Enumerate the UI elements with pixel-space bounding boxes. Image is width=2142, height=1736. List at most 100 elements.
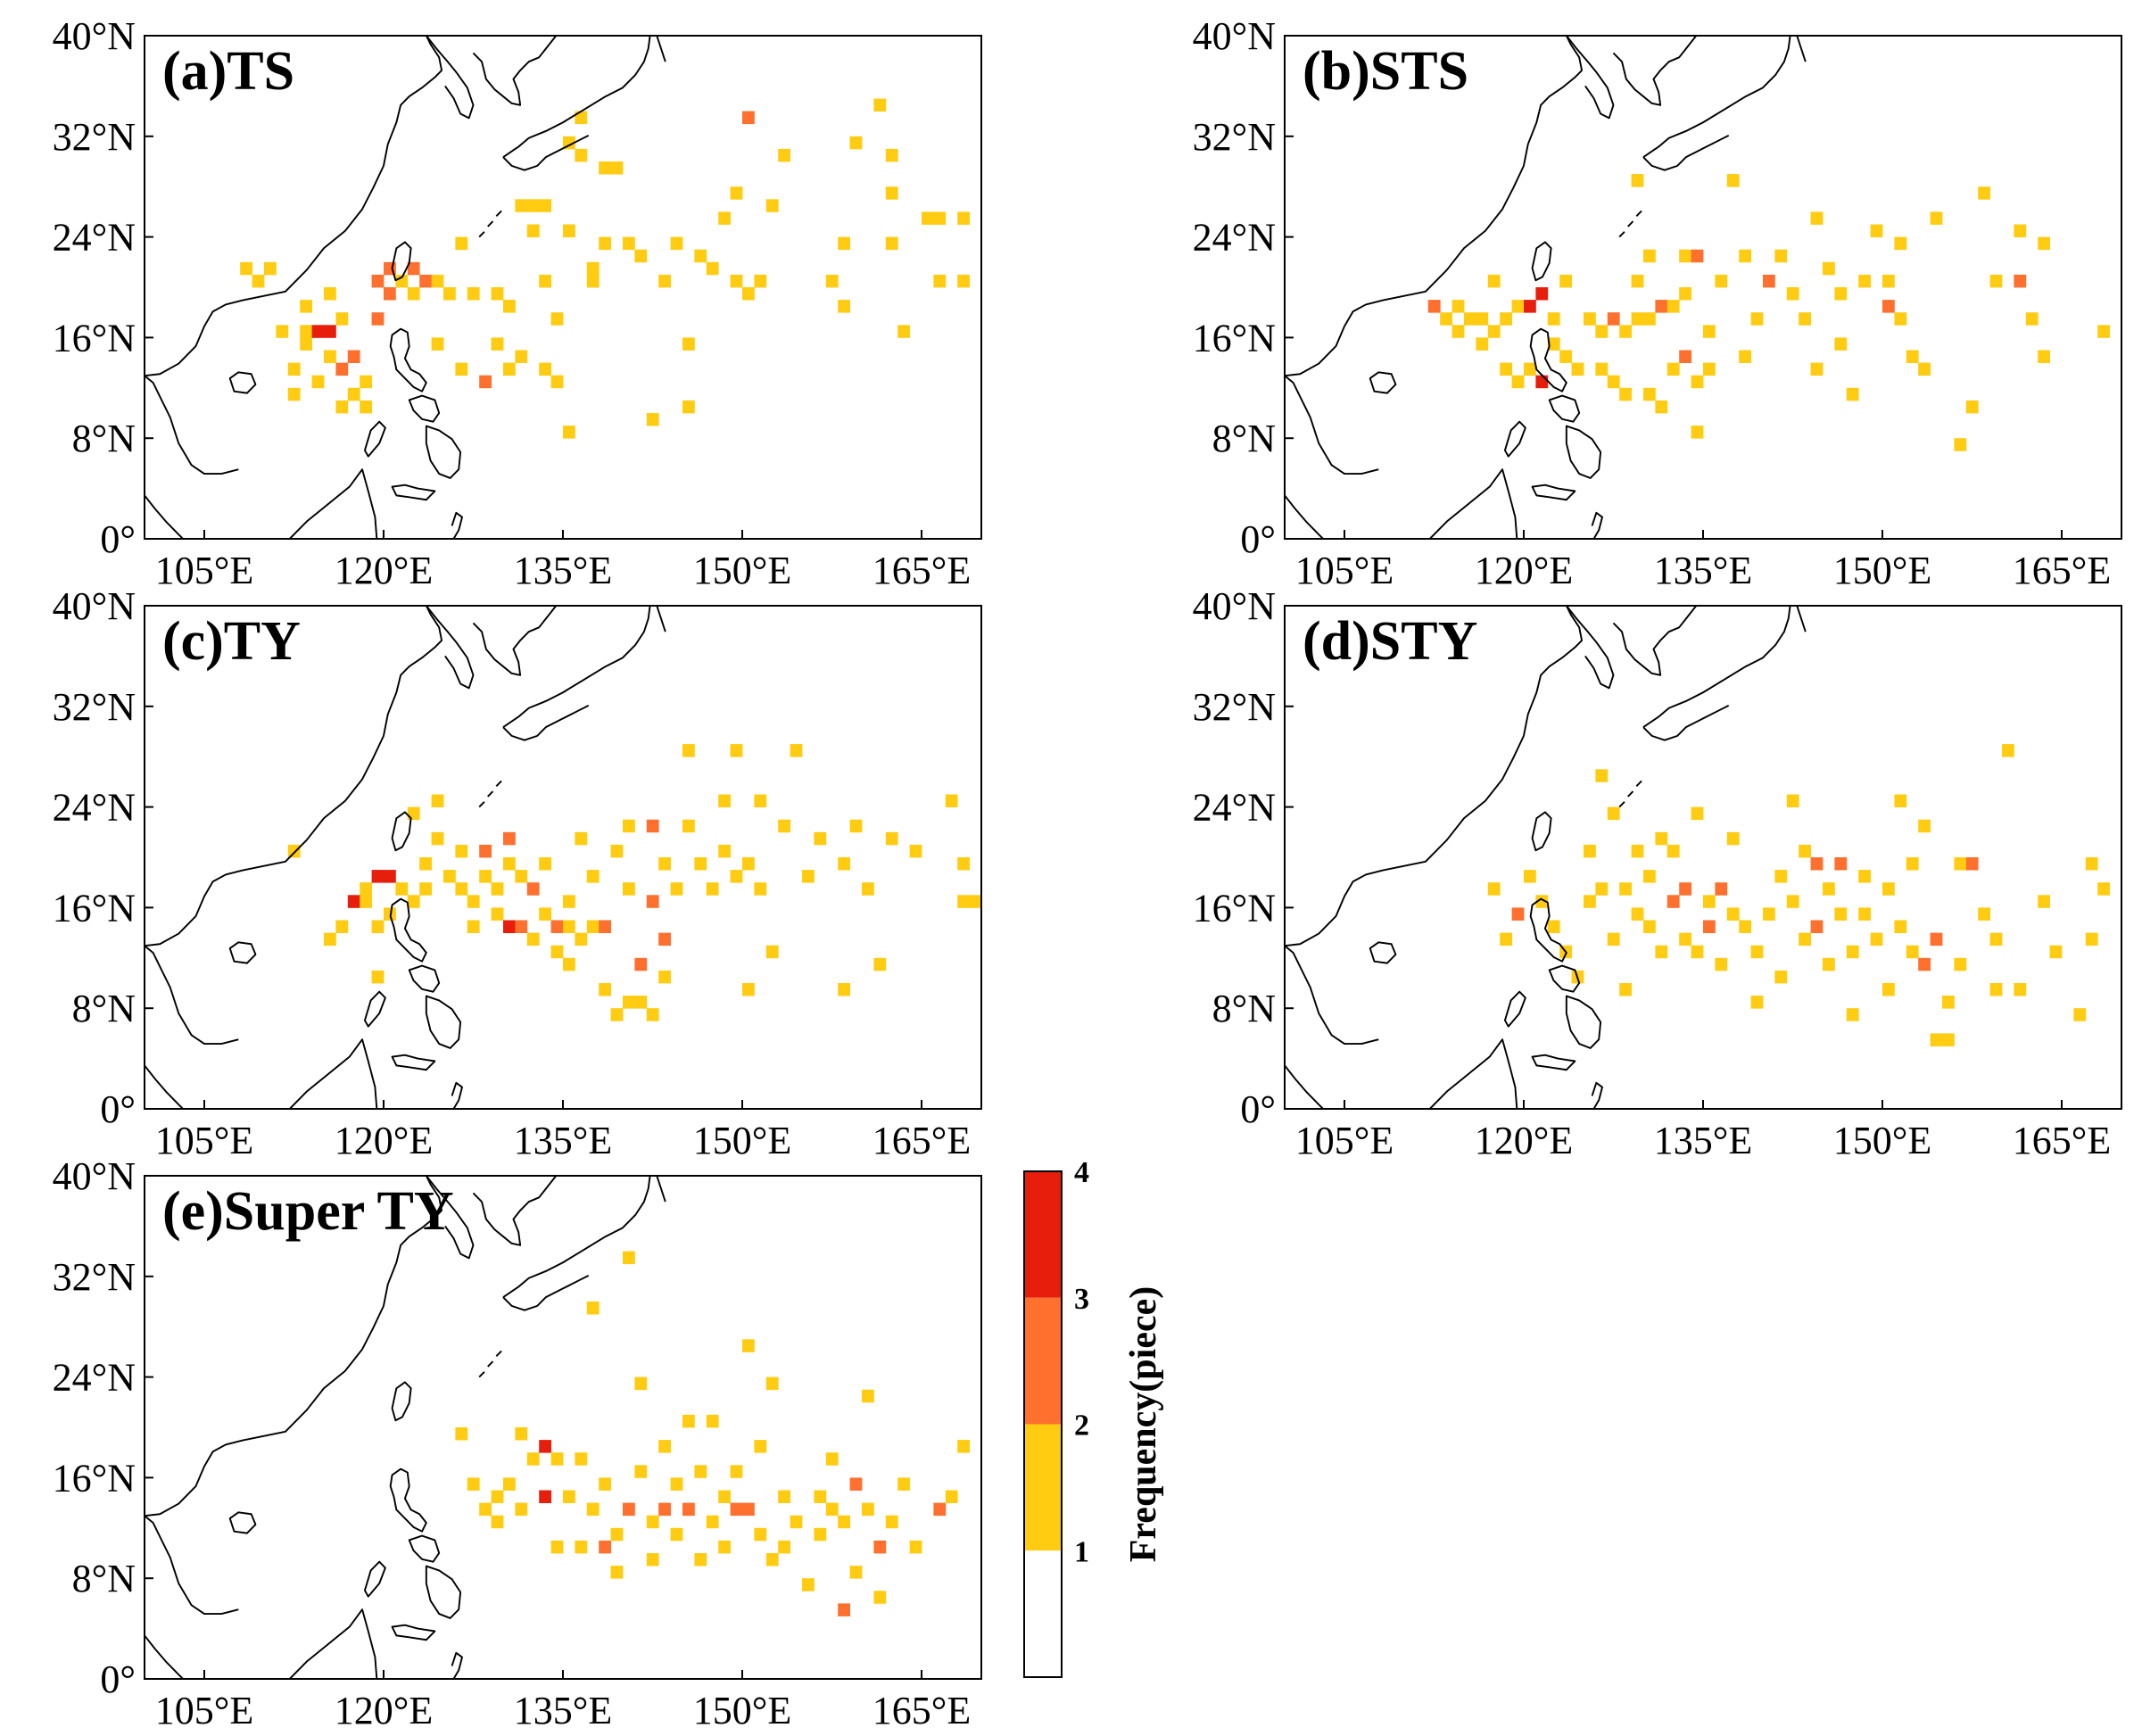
grid-cell [610,844,624,858]
colorbar-tick-label: 2 [1074,1409,1089,1443]
grid-cell [957,895,970,908]
grid-cell [646,1515,659,1529]
x-tick-label: 120°E [1475,1119,1573,1162]
grid-cell [754,274,767,288]
x-tick-label: 135°E [514,1689,612,1732]
grid-cell [1679,882,1691,896]
grid-cell [694,249,707,263]
grid-cell [2049,945,2063,959]
colorbar-tick-label: 4 [1074,1156,1089,1189]
grid-cell [550,1452,564,1466]
x-tick-label: 135°E [1654,1119,1752,1162]
grid-cell [1607,806,1620,821]
grid-cell [790,1515,803,1529]
grid-cell [1906,945,1919,959]
grid-cell [287,362,301,376]
grid-cell [479,870,492,883]
grid-cell [1607,375,1620,389]
grid-cell [1858,907,1871,921]
grid-cell [467,1477,480,1491]
grid-cell [623,236,635,251]
grid-cell [945,1490,958,1503]
grid-cell [1691,249,1704,263]
grid-cell [957,274,970,288]
grid-cell [825,1452,839,1466]
grid-cell [599,236,611,251]
grid-cell [491,1490,504,1503]
x-tick-label: 120°E [1475,549,1573,592]
grid-cell [1619,882,1632,896]
grid-cell [682,400,695,414]
panel-title: (d)STY [1303,611,1477,672]
grid-cell [575,831,588,846]
grid-cell [491,337,504,351]
map-panel: 105°E 120°E 135°E 150°E 165°E 0° 8°N 16°N 24°N 32… [53,584,982,1162]
grid-cell [1930,932,1943,947]
grid-cell [2085,857,2098,871]
x-tick-label: 105°E [1295,1119,1394,1162]
grid-cell [897,325,910,338]
grid-cell [1954,438,1967,451]
grid-cell [623,1251,635,1265]
y-tick-label: 40°N [53,1154,136,1198]
y-tick-label: 16°N [53,1456,136,1500]
grid-cell [335,400,349,414]
coastline [145,606,666,1109]
grid-cell [1726,174,1740,187]
grid-cell [586,1302,600,1315]
grid-cell [1607,932,1620,947]
grid-cell [335,362,349,376]
grid-cell [1643,312,1656,326]
grid-cell [371,970,385,984]
x-tick-label: 165°E [873,549,971,592]
grid-cell [718,844,731,858]
grid-cell [515,199,528,212]
grid-cell [1965,400,1979,414]
grid-cell [765,945,779,959]
grid-cell [455,844,468,858]
grid-cell [1810,211,1824,225]
grid-cell [1679,350,1691,363]
map-panel: 105°E 120°E 135°E 150°E 165°E 0° 8°N 16°N 24°N 32… [1193,584,2122,1162]
grid-cell [360,895,372,908]
grid-cell [1810,857,1824,871]
grid-cell [1451,300,1465,313]
y-tick-label: 32°N [53,1255,136,1299]
grid-cell [646,895,659,908]
grid-cell [384,907,396,921]
grid-cell [1989,274,2003,288]
grid-cell [563,920,575,933]
grid-cell [838,1603,850,1616]
grid-cell [539,1490,551,1503]
grid-cell [300,337,312,351]
grid-cell [1703,362,1716,376]
x-tick-label: 165°E [873,1119,971,1162]
y-tick-label: 8°N [1212,417,1276,460]
grid-cell [2025,312,2039,326]
grid-cell [682,337,695,351]
grid-cell [1619,983,1632,996]
grid-cell [324,287,336,301]
grid-cell [491,287,504,301]
grid-cell [1894,920,1907,933]
grid-cell [1679,287,1691,301]
grid-cell [1643,870,1656,883]
grid-cell [933,1502,947,1517]
grid-cell [849,136,863,150]
grid-cell [658,970,671,984]
grid-cell [1595,769,1609,782]
grid-cell [694,1465,707,1478]
grid-cell [849,819,863,833]
grid-cell [885,186,898,200]
grid-cell [1750,945,1764,959]
grid-cell [1666,895,1680,908]
y-tick-label: 24°N [53,1356,136,1400]
grid-cell [706,1414,719,1428]
grid-cell [1487,882,1501,896]
grid-cell [802,1578,815,1591]
grid-cell [814,831,827,846]
grid-cell [550,375,564,389]
panel-title: (c)TY [162,611,301,672]
grid-cell [1918,362,1931,376]
grid-cell [658,1502,671,1517]
